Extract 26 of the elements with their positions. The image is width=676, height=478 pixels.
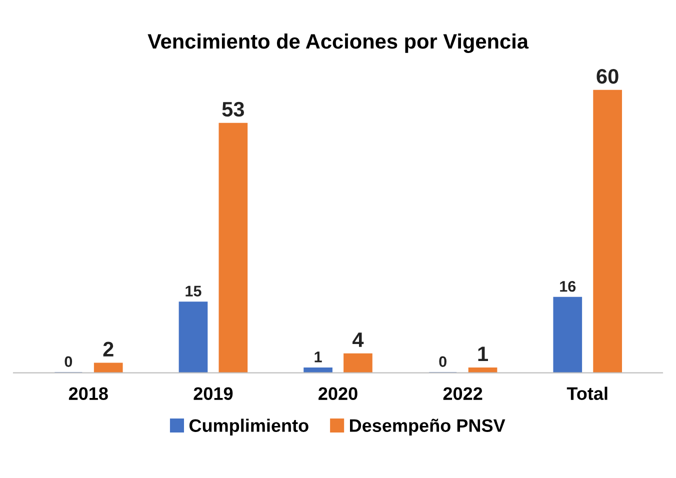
- bar: [553, 296, 582, 373]
- data-label: 60: [596, 68, 618, 84]
- x-tick-label: 2018: [68, 387, 108, 400]
- bar: [344, 353, 372, 373]
- legend-label: Cumplimiento: [189, 418, 308, 436]
- legend-label: Desempeño PNSV: [350, 418, 506, 436]
- bar: [304, 367, 332, 373]
- bar: [468, 367, 498, 373]
- data-label: 15: [186, 286, 202, 296]
- data-label: 4: [352, 332, 364, 347]
- bar: [218, 122, 248, 373]
- x-tick-label: 2022: [443, 387, 482, 400]
- data-label: 0: [439, 356, 446, 368]
- x-tick-label: 2019: [194, 387, 233, 400]
- data-label: 53: [222, 102, 244, 117]
- data-label: 16: [560, 280, 576, 292]
- data-label: 0: [64, 356, 72, 368]
- x-tick-label: 2020: [318, 387, 358, 400]
- x-tick-label: Total: [566, 386, 608, 400]
- bar: [94, 362, 123, 373]
- data-label: 1: [314, 352, 322, 362]
- data-label: 2: [103, 342, 114, 356]
- chart-title: Vencimiento de Acciones por Vigencia: [148, 33, 529, 53]
- bar: [593, 90, 622, 373]
- data-label: 1: [478, 346, 488, 362]
- bar: [178, 302, 208, 373]
